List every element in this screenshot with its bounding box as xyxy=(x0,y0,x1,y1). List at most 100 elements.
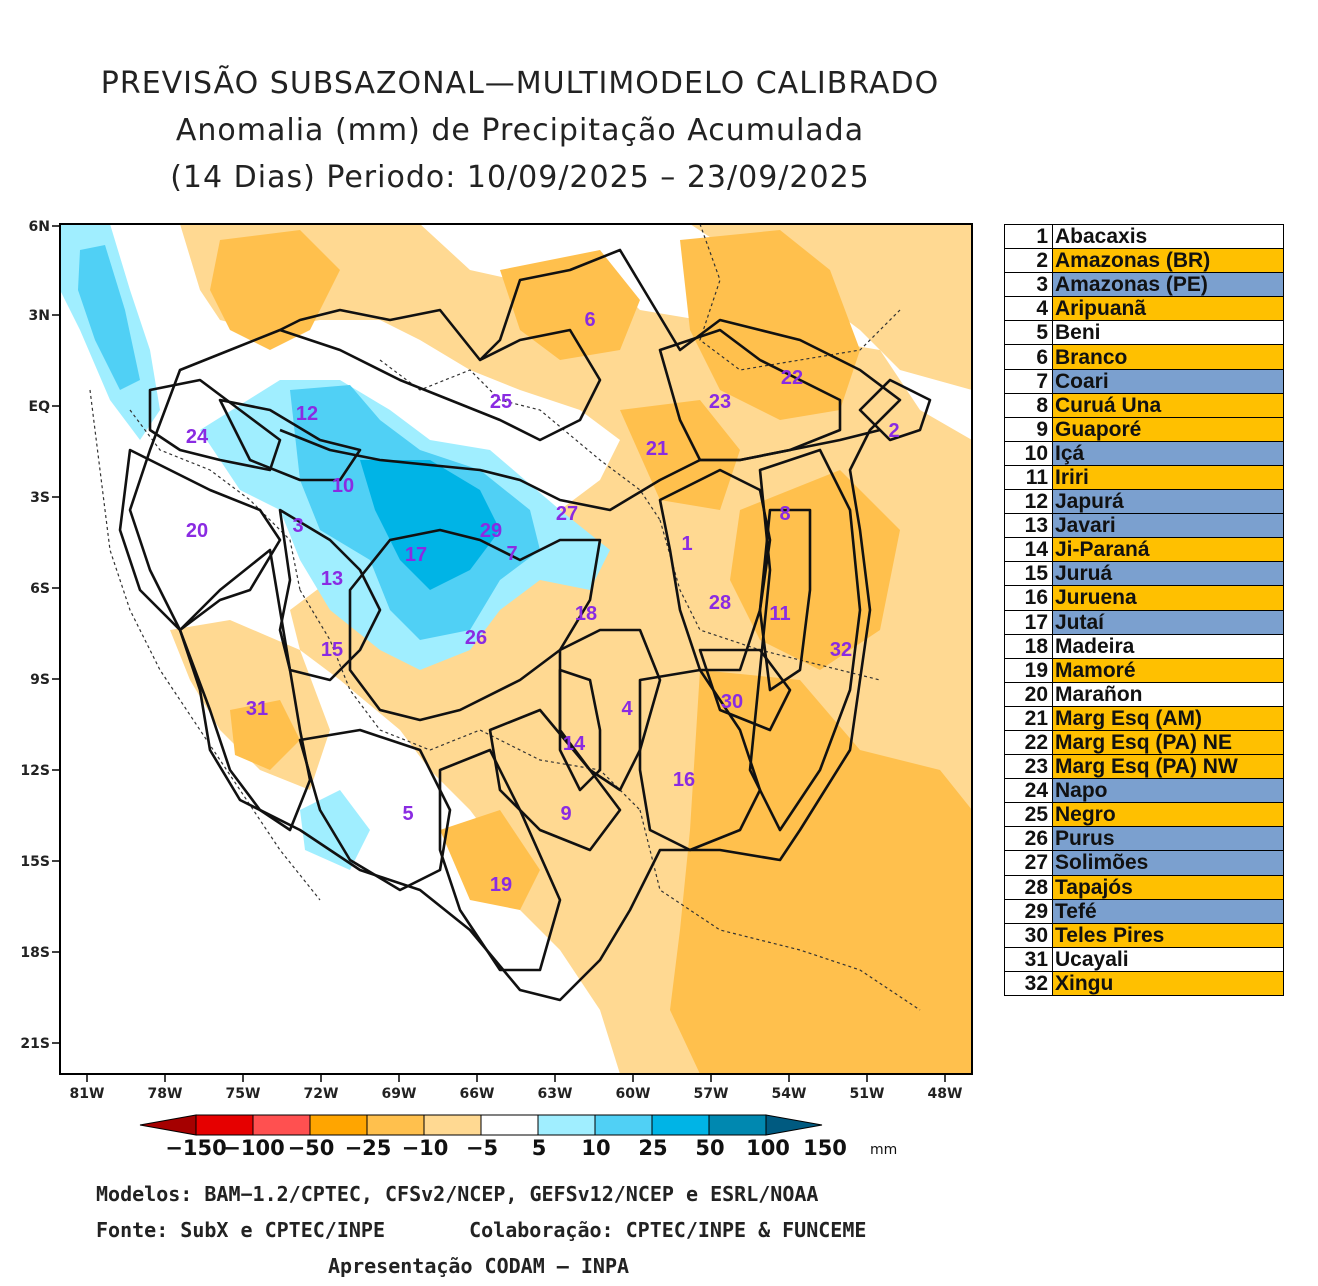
orange-patch-7 xyxy=(440,810,540,910)
lat-label-15s: 15S xyxy=(20,854,50,870)
cb-label-10: 10 xyxy=(581,1136,611,1160)
legend-row: 6 Branco xyxy=(1004,344,1284,370)
footer-models: Modelos: BAM−1.2/CPTEC, CFSv2/NCEP, GEFS… xyxy=(96,1182,819,1206)
legend-row-number: 19 xyxy=(1004,657,1053,683)
orange-patch-8 xyxy=(230,700,300,770)
lon-label-78w: 78W xyxy=(148,1086,183,1102)
legend-row: 12 Japurá xyxy=(1004,489,1284,515)
footer-credits: Modelos: BAM−1.2/CPTEC, CFSv2/NCEP, GEFS… xyxy=(60,1176,980,1284)
legend-row-name: Tapajós xyxy=(1052,874,1284,900)
legend-row: 8 Curuá Una xyxy=(1004,392,1284,418)
legend-row: 14 Ji-Paraná xyxy=(1004,537,1284,563)
legend-row: 3 Amazonas (PE) xyxy=(1004,272,1284,298)
legend-row-number: 16 xyxy=(1004,585,1053,611)
legend-row: 22 Marg Esq (PA) NE xyxy=(1004,729,1284,756)
region-label-25: 25 xyxy=(490,391,512,413)
lat-label-3s: 3S xyxy=(30,490,50,506)
beni-basin xyxy=(298,728,452,892)
region-label-6: 6 xyxy=(584,309,595,331)
cb-label-5: 5 xyxy=(531,1136,547,1160)
cb-label-m5: −5 xyxy=(465,1136,499,1160)
footer-collab: Colaboração: CPTEC/INPE & FUNCEME xyxy=(469,1218,867,1242)
legend-row-name: Marg Esq (PA) NW xyxy=(1052,754,1284,780)
lat-label-12s: 12S xyxy=(20,763,50,779)
legend-row: 21 Marg Esq (AM) xyxy=(1004,705,1284,731)
cb-unit: mm xyxy=(870,1142,898,1158)
legend-row-name: Branco xyxy=(1052,344,1284,370)
orange-patch-4 xyxy=(620,400,740,510)
border-1 xyxy=(379,359,661,521)
title-line-2: Anomalia (mm) de Precipitação Acumulada xyxy=(175,113,865,148)
legend-row: 2 Amazonas (BR) xyxy=(1004,248,1284,274)
mamore-basin xyxy=(438,748,562,972)
legend-row-number: 18 xyxy=(1004,633,1053,659)
legend-row-number: 28 xyxy=(1004,874,1053,900)
lon-label-60w: 60W xyxy=(616,1086,651,1102)
legend-row: 26 Purus xyxy=(1004,826,1284,852)
orange-patch-3 xyxy=(680,230,860,420)
legend-row: 25 Negro xyxy=(1004,802,1284,828)
legend-row-number: 32 xyxy=(1004,970,1053,997)
legend-row-number: 10 xyxy=(1004,440,1053,466)
legend-row: 16 Juruena xyxy=(1004,585,1284,611)
precipitation-anomaly-map: 1 2 3 4 5 6 7 8 9 10 11 12 13 14 15 16 1… xyxy=(20,219,973,1102)
legend-row: 23 Marg Esq (PA) NW xyxy=(1004,754,1284,780)
legend-row: 18 Madeira xyxy=(1004,633,1284,659)
legend-row-name: Coari xyxy=(1052,368,1284,394)
legend-row: 27 Solimões xyxy=(1004,850,1284,876)
legend-row-number: 1 xyxy=(1004,223,1053,250)
region-label-17: 17 xyxy=(405,544,427,566)
colorbar-cell xyxy=(423,1114,482,1136)
region-label-2: 2 xyxy=(888,420,899,442)
legend-row-name: Curuá Una xyxy=(1052,392,1284,418)
latitude-axis: 6N 3N EQ 3S 6S 9S 12S 15S 18S 21S xyxy=(20,219,60,1052)
region-label-28: 28 xyxy=(709,592,731,614)
lat-label-eq: EQ xyxy=(29,399,51,415)
lat-label-9s: 9S xyxy=(30,672,50,688)
legend-row: 30 Teles Pires xyxy=(1004,922,1284,948)
basin-outlines xyxy=(118,248,932,1002)
legend-row-name: Iriri xyxy=(1052,464,1284,491)
legend-row-number: 8 xyxy=(1004,392,1053,418)
lon-label-51w: 51W xyxy=(850,1086,885,1102)
legend-row-name: Ucayali xyxy=(1052,946,1284,972)
cb-label-25: 25 xyxy=(638,1136,668,1160)
legend-row-number: 9 xyxy=(1004,416,1053,442)
legend-row: 17 Jutaí xyxy=(1004,609,1284,635)
region-label-21: 21 xyxy=(646,438,668,460)
legend-row-name: Javari xyxy=(1052,513,1284,539)
lon-label-66w: 66W xyxy=(460,1086,495,1102)
colorbar-cell xyxy=(366,1114,425,1136)
legend-row: 1 Abacaxis xyxy=(1004,223,1284,250)
legend-row: 9 Guaporé xyxy=(1004,416,1284,442)
legend-row-number: 31 xyxy=(1004,946,1053,972)
region-label-16: 16 xyxy=(673,769,695,791)
cb-label-50: 50 xyxy=(695,1136,725,1160)
legend-row: 7 Coari xyxy=(1004,368,1284,394)
lon-label-48w: 48W xyxy=(928,1086,963,1102)
region-label-31: 31 xyxy=(246,698,268,720)
lon-label-54w: 54W xyxy=(772,1086,807,1102)
region-label-9: 9 xyxy=(560,803,571,825)
colorbar-labels: −150 −100 −50 −25 −10 −5 5 10 25 50 100 … xyxy=(130,1136,910,1166)
legend-row-number: 22 xyxy=(1004,729,1053,756)
jiparana-basin xyxy=(558,668,602,792)
anomaly-deep-cyan xyxy=(360,460,500,590)
lat-label-18s: 18S xyxy=(20,945,50,961)
basin-legend-table: 1 Abacaxis 2 Amazonas (BR) 3 Amazonas (PE) 4 Ar… xyxy=(1004,223,1284,997)
legend-row-number: 21 xyxy=(1004,705,1053,731)
legend-row: 32 Xingu xyxy=(1004,970,1284,997)
colorbar-cell xyxy=(480,1114,539,1136)
footer-presentation: Apresentação CODAM – INPA xyxy=(328,1254,630,1278)
legend-row-name: Marg Esq (PA) NE xyxy=(1052,729,1284,756)
cyan-patch-nw xyxy=(78,245,140,390)
region-label-7: 7 xyxy=(506,543,517,565)
napo-basin xyxy=(148,378,282,472)
border-4 xyxy=(299,589,641,811)
legend-row-name: Madeira xyxy=(1052,633,1284,659)
amazonas-br-delta xyxy=(858,378,932,442)
legend-row: 31 Ucayali xyxy=(1004,946,1284,972)
legend-row: 13 Javari xyxy=(1004,513,1284,539)
legend-row: 4 Aripuanã xyxy=(1004,296,1284,322)
lon-label-57w: 57W xyxy=(694,1086,729,1102)
